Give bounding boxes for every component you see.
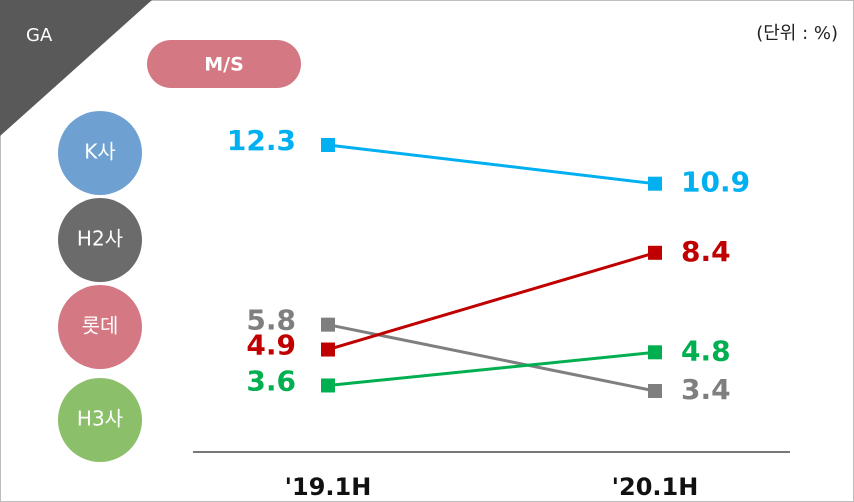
badge-text: GA: [26, 25, 53, 46]
legend-badge: [58, 285, 142, 369]
value-label: 3.4: [681, 373, 731, 406]
corner-badge: [0, 0, 152, 136]
value-label: 12.3: [227, 124, 296, 157]
point: [321, 138, 335, 152]
legend-label: H3사: [77, 407, 123, 431]
series-line: [327, 251, 656, 351]
value-label: 8.4: [681, 235, 731, 268]
unit-label: (단위 : %): [756, 23, 838, 44]
value-label: 4.9: [246, 329, 296, 362]
point: [648, 384, 662, 398]
point: [321, 342, 335, 357]
legend-label: K사: [84, 140, 116, 164]
legend-badge: [58, 111, 142, 195]
legend-badge: [58, 198, 142, 282]
series-line: [327, 350, 656, 387]
point: [321, 317, 335, 332]
point: [648, 176, 662, 191]
legend-label: 롯데: [82, 314, 119, 338]
legend-badge: [58, 378, 142, 462]
value-label: 4.8: [681, 334, 731, 367]
value-label: 3.6: [246, 364, 296, 397]
point: [321, 378, 335, 393]
x-tick-label: '20.1H: [612, 473, 699, 501]
chart-title: M/S: [204, 54, 244, 76]
value-label: 10.9: [681, 166, 750, 199]
title-pill: [147, 40, 301, 88]
value-label: 5.8: [246, 304, 296, 337]
legend-label: H2사: [77, 227, 123, 251]
x-tick-label: '19.1H: [285, 473, 372, 501]
series-line: [327, 323, 656, 393]
point: [648, 345, 662, 360]
series-line: [327, 143, 656, 186]
point: [648, 245, 662, 260]
